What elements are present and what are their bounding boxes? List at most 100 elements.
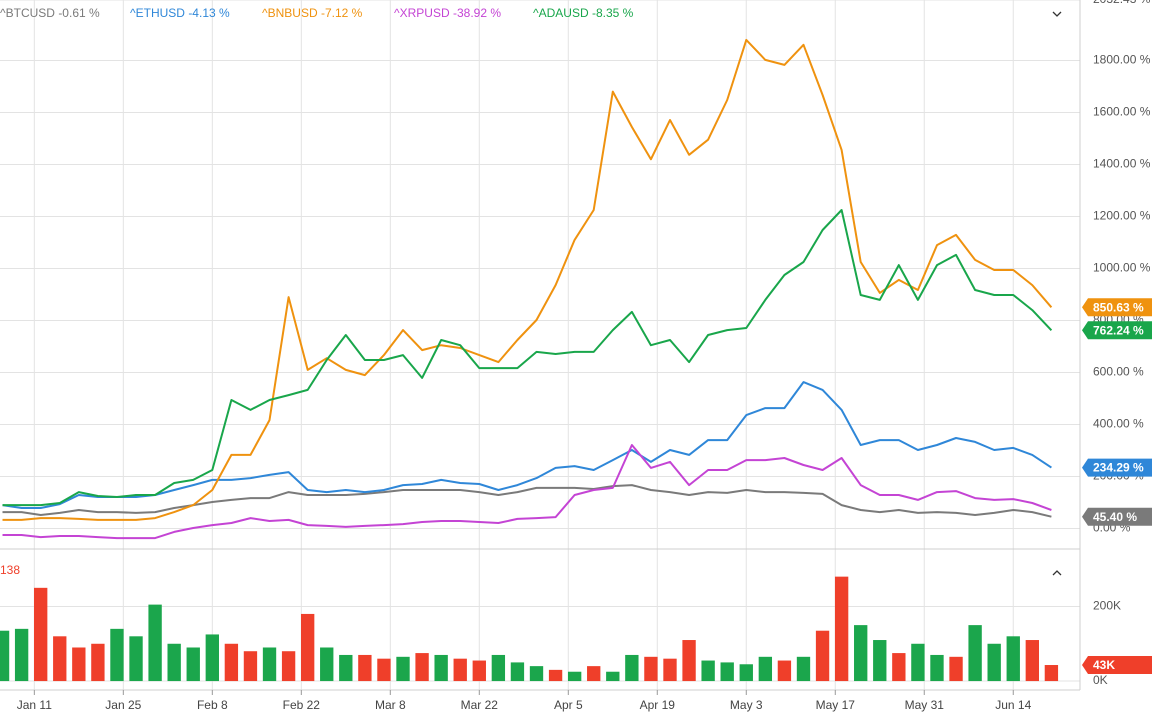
volume-bar — [796, 656, 811, 682]
volume-bar — [0, 630, 10, 682]
volume-bar — [72, 647, 86, 682]
volume-bar — [167, 643, 181, 682]
volume-bar — [110, 628, 124, 682]
y-tick-label: 400.00 % — [1093, 417, 1144, 431]
legend-change: -8.35 % — [592, 6, 634, 20]
volume-bar — [930, 654, 944, 682]
marks — [0, 38, 1059, 682]
y-tick-label: 2032.43 % — [1093, 0, 1151, 6]
end-label-box — [1082, 656, 1152, 675]
volume-bar — [510, 662, 525, 682]
end-label-box — [1082, 458, 1152, 477]
y-tick-label: 200K — [1093, 599, 1121, 613]
collapse-button[interactable] — [1052, 570, 1062, 576]
end-label-box — [1082, 298, 1152, 317]
legend-change: -7.12 % — [321, 6, 363, 20]
volume-bar — [53, 636, 67, 682]
x-tick-label: Jan 11 — [17, 698, 52, 712]
x-tick-label: Feb 8 — [197, 698, 228, 712]
y-tick-label: 0K — [1093, 673, 1108, 687]
volume-bar — [129, 636, 143, 682]
volume-bar — [453, 658, 467, 682]
volume-bar — [205, 634, 219, 682]
x-tick-label: Jun 14 — [995, 698, 1031, 712]
legend-change: -38.92 % — [453, 6, 501, 20]
volume-label: 138 — [0, 563, 20, 577]
volume-bar — [415, 653, 429, 682]
volume-bar — [663, 658, 677, 682]
x-tick-label: Feb 22 — [283, 698, 321, 712]
volume-bar — [529, 666, 544, 682]
volume-bar — [815, 630, 830, 682]
end-label: 234.29 % — [1093, 461, 1144, 475]
volume-bar — [320, 647, 334, 682]
volume-bar — [854, 625, 868, 682]
volume-bar — [968, 625, 982, 682]
legend-name: ^ADAUSD — [533, 6, 589, 20]
volume-bar — [949, 656, 963, 682]
legend-entry: ^ETHUSD -4.13 % — [130, 6, 230, 20]
y-tick-label: 1800.00 % — [1093, 53, 1151, 67]
volume-bar — [873, 640, 887, 682]
volume-bar — [358, 654, 372, 682]
volume-bar — [701, 660, 715, 682]
volume-bar — [434, 654, 448, 682]
volume-bar — [720, 662, 734, 682]
series-line — [2, 38, 1053, 521]
x-tick-label: Jan 25 — [105, 698, 141, 712]
legend-name: ^XRPUSD — [394, 6, 450, 20]
series-line — [2, 484, 1052, 518]
volume-bar — [339, 654, 353, 682]
volume-bar — [281, 651, 296, 682]
volume-bar — [377, 658, 391, 682]
volume-bar — [186, 647, 200, 682]
volume-bar — [491, 654, 506, 682]
legend-entry: ^XRPUSD -38.92 % — [394, 6, 501, 20]
x-tick-label: May 3 — [730, 698, 763, 712]
y-tick-label: 1600.00 % — [1093, 105, 1151, 119]
end-label: 45.40 % — [1093, 510, 1137, 524]
volume-bar — [91, 643, 105, 682]
volume-bar — [758, 656, 773, 682]
volume-bar — [606, 671, 620, 682]
y-tick-label: 1400.00 % — [1093, 157, 1151, 171]
series-line — [2, 209, 1053, 507]
volume-bar — [987, 643, 1001, 682]
volume-bar — [14, 628, 29, 682]
x-tick-label: May 17 — [816, 698, 856, 712]
end-label: 43K — [1093, 658, 1115, 672]
volume-bar — [892, 653, 906, 682]
x-tick-label: Apr 19 — [640, 698, 676, 712]
legend-entry: ^BTCUSD -0.61 % — [0, 6, 100, 20]
legend-entry: ^ADAUSD -8.35 % — [533, 6, 634, 20]
volume-bar — [567, 671, 582, 682]
collapse-button[interactable] — [1052, 11, 1062, 17]
legend-name: ^BTCUSD — [0, 6, 55, 20]
x-tick-label: Apr 5 — [554, 698, 583, 712]
grid — [0, 0, 1080, 690]
legend-name: ^ETHUSD — [130, 6, 185, 20]
volume-bar — [262, 647, 277, 682]
volume-bar — [834, 576, 849, 682]
y-tick-label: 1200.00 % — [1093, 209, 1151, 223]
volume-bar — [1044, 665, 1059, 682]
end-label: 850.63 % — [1093, 300, 1144, 314]
volume-bar — [682, 640, 696, 682]
end-label-box — [1082, 321, 1152, 340]
x-tick-label: May 31 — [905, 698, 945, 712]
end-label: 762.24 % — [1093, 323, 1144, 337]
volume-bar — [396, 656, 410, 682]
y-tick-label: 600.00 % — [1093, 365, 1144, 379]
volume-bar — [777, 660, 792, 682]
legend-change: -4.13 % — [188, 6, 230, 20]
legend-name: ^BNBUSD — [262, 6, 318, 20]
legend-change: -0.61 % — [58, 6, 100, 20]
volume-bar — [34, 587, 48, 682]
volume-bar — [644, 656, 658, 682]
end-label-box — [1082, 507, 1152, 526]
series-line — [2, 444, 1052, 540]
volume-bar — [472, 660, 486, 682]
volume-bar — [1025, 640, 1039, 682]
